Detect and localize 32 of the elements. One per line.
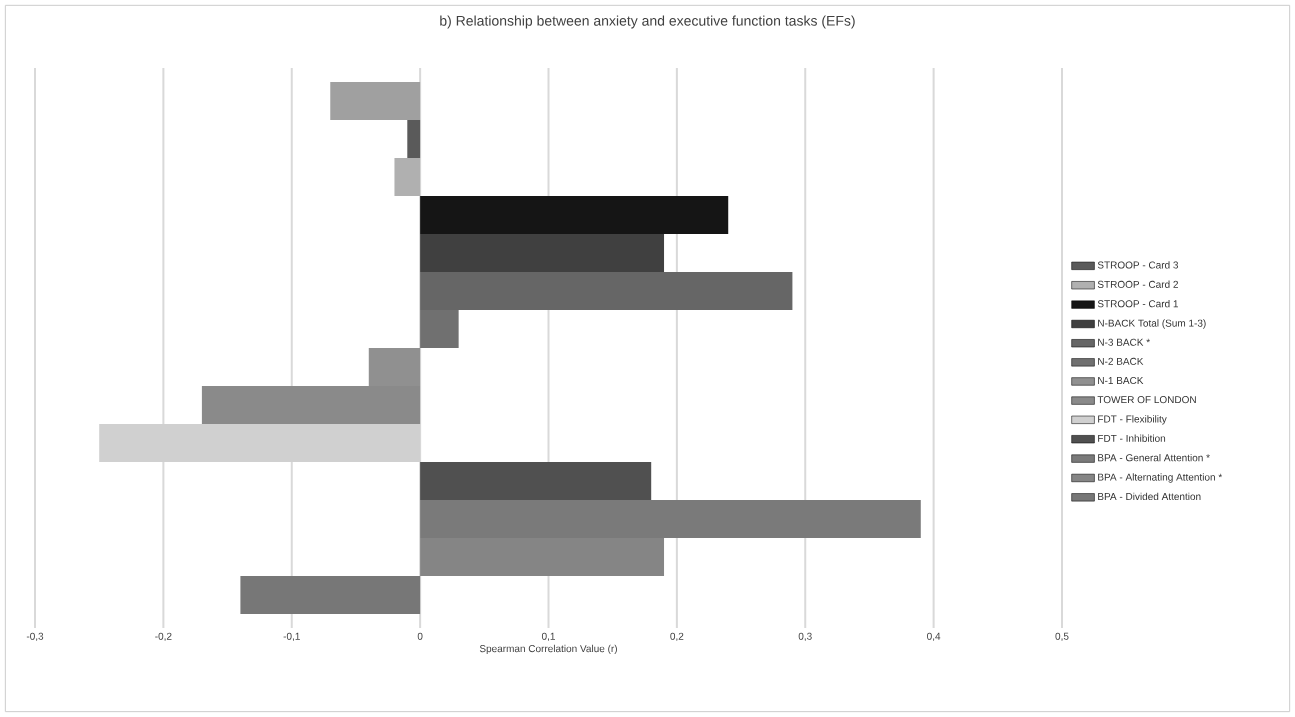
x-axis-title: Spearman Correlation Value (r)	[479, 644, 617, 655]
x-tick-label: 0,1	[541, 632, 555, 641]
legend-label: TOWER OF LONDON	[1097, 396, 1196, 404]
x-tick-label: 0,5	[1055, 632, 1069, 641]
legend-label: N-1 BACK	[1098, 376, 1144, 385]
legend-label: STROOP - Card 1	[1097, 299, 1178, 308]
legend-label: BPA - General Attention *	[1098, 453, 1210, 462]
bar	[420, 233, 665, 272]
legend-label: STROOP - Card 3	[1097, 261, 1179, 269]
legend-label: BPA - Alternating Attention *	[1098, 473, 1223, 483]
bar	[420, 461, 652, 500]
legend-label: FDT - Inhibition	[1098, 434, 1166, 442]
bar	[407, 120, 421, 158]
legend-label: N-3 BACK *	[1098, 338, 1150, 346]
legend-label: N-BACK Total (Sum 1-3)	[1098, 319, 1206, 329]
legend-label: FDT - Flexibility	[1098, 415, 1167, 425]
legend-label: N-2 BACK	[1098, 357, 1144, 365]
x-tick-label: 0,3	[798, 632, 812, 641]
bar	[240, 575, 421, 614]
x-tick-label: -0,3	[26, 632, 44, 641]
legend-label: STROOP - Card 2	[1097, 280, 1178, 288]
x-tick-label: -0,2	[155, 632, 172, 641]
x-tick-label: 0	[417, 632, 423, 640]
x-tick-label: -0,1	[283, 632, 300, 641]
legend-label: BPA - Divided Attention	[1098, 492, 1201, 501]
bar	[394, 157, 421, 196]
bar	[99, 423, 421, 462]
x-tick-label: 0,4	[927, 632, 941, 641]
x-tick-label: 0,2	[670, 632, 684, 641]
bar	[420, 195, 729, 234]
bar	[330, 82, 421, 120]
chart-title: b) Relationship between anxiety and executive function tasks (EFs)	[440, 15, 855, 29]
